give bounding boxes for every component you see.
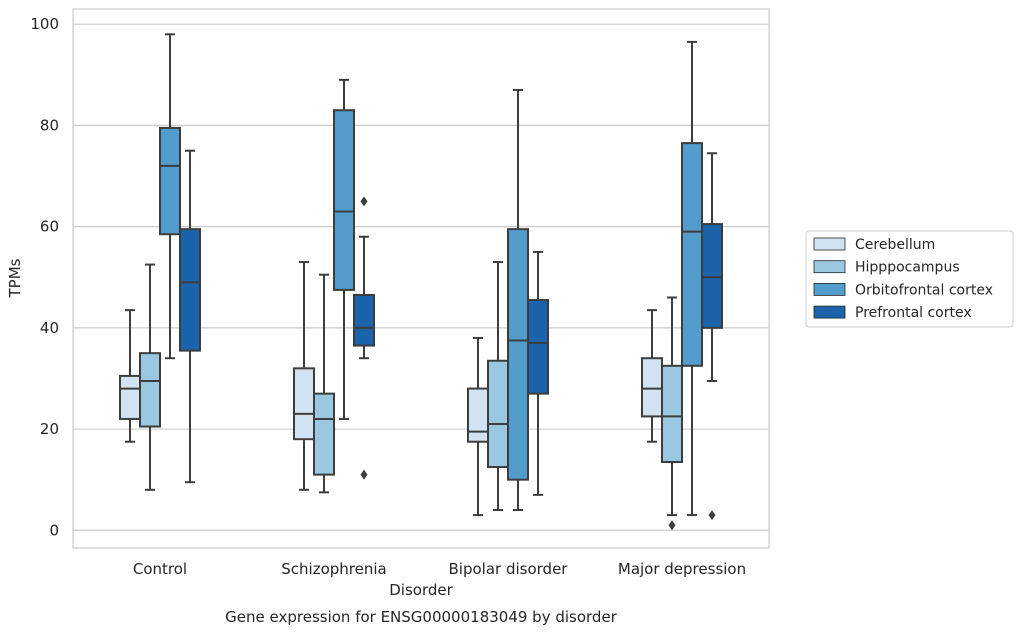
y-axis-ticks: 0 20 40 60 80 100 xyxy=(30,15,59,539)
iqr-box xyxy=(313,392,335,476)
y-axis-label: TPMs xyxy=(6,258,24,298)
plot-area-frame xyxy=(72,8,770,549)
iqr-box xyxy=(701,223,723,329)
chart-title: Gene expression for ENSG00000183049 by d… xyxy=(225,608,618,626)
iqr-box xyxy=(293,367,315,441)
legend-label: Hipppocampus xyxy=(855,260,960,276)
iqr-box xyxy=(467,387,489,443)
box-3-0 xyxy=(641,309,663,443)
iqr-box xyxy=(159,126,181,236)
legend-swatch xyxy=(813,282,846,296)
outlier-point xyxy=(360,469,368,480)
y-tick-label: 100 xyxy=(30,15,59,33)
iqr-box xyxy=(527,299,549,395)
iqr-box xyxy=(139,352,161,428)
box-2-2 xyxy=(507,88,529,512)
y-tick-label: 40 xyxy=(40,319,59,337)
x-tick-label: Bipolar disorder xyxy=(449,560,569,578)
legend-label: Cerebellum xyxy=(855,237,935,253)
box-3-2 xyxy=(681,40,703,517)
box-2-0 xyxy=(467,336,489,517)
outlier-point xyxy=(360,196,368,207)
x-tick-label: Schizophrenia xyxy=(281,560,386,578)
legend-swatch xyxy=(813,237,846,251)
x-axis-label: Disorder xyxy=(389,581,453,599)
outlier-point xyxy=(668,520,676,531)
box-3-3 xyxy=(701,152,723,521)
y-tick-label: 0 xyxy=(49,521,59,539)
x-axis-ticks: Control Schizophrenia Bipolar disorder Majo… xyxy=(133,560,746,578)
legend-frame xyxy=(805,230,1014,328)
iqr-box xyxy=(333,109,355,291)
iqr-box xyxy=(661,364,683,463)
iqr-box xyxy=(179,228,201,352)
y-tick-label: 80 xyxy=(40,116,59,134)
iqr-box xyxy=(353,293,375,347)
iqr-box xyxy=(487,359,509,469)
iqr-box xyxy=(641,357,663,418)
box-0-3 xyxy=(179,149,201,484)
box-1-2 xyxy=(333,78,355,420)
box-1-3 xyxy=(353,196,375,480)
x-tick-label: Control xyxy=(133,560,187,578)
box-groups xyxy=(119,33,723,531)
box-0-0 xyxy=(119,309,141,443)
iqr-box xyxy=(119,374,141,420)
box-0-2 xyxy=(159,33,181,360)
y-tick-label: 60 xyxy=(40,218,59,236)
box-1-0 xyxy=(293,261,315,491)
legend-label: Prefrontal cortex xyxy=(855,305,972,321)
box-0-1 xyxy=(139,263,161,491)
legend-swatch xyxy=(813,260,846,274)
legend-label: Orbitofrontal cortex xyxy=(855,282,993,298)
iqr-box xyxy=(681,142,703,367)
x-tick-label: Major depression xyxy=(618,560,746,578)
legend: Cerebellum Hipppocampus Orbitofrontal cort… xyxy=(805,230,1014,328)
iqr-box xyxy=(507,228,529,481)
legend-swatch xyxy=(813,305,846,319)
box-1-1 xyxy=(313,273,335,494)
box-2-3 xyxy=(527,250,549,496)
outlier-point xyxy=(708,510,716,521)
box-2-1 xyxy=(487,261,509,512)
y-tick-label: 20 xyxy=(40,420,59,438)
box-3-1 xyxy=(661,296,683,531)
